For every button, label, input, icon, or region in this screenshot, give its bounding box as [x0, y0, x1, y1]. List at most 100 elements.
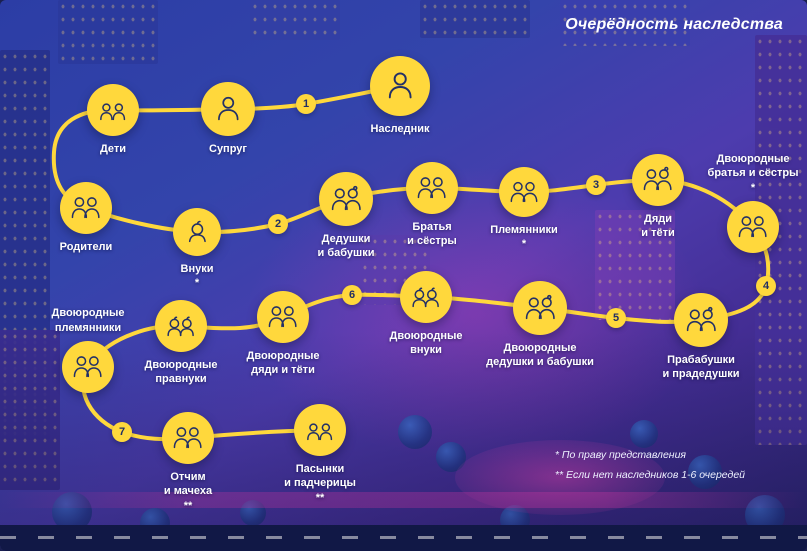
node-circle — [319, 172, 373, 226]
node-caption: Отчим и мачеха ** — [113, 470, 263, 513]
node-label: Наследник — [370, 123, 430, 135]
tree — [630, 420, 658, 448]
node-circle — [257, 291, 309, 343]
footnotes: * По праву представления ** Если нет нас… — [555, 446, 745, 486]
node-footnote-marker: * — [750, 181, 756, 194]
couple-icon — [266, 300, 299, 333]
node-label: Двоюродные племянники — [51, 307, 125, 334]
babies-icon — [409, 280, 442, 313]
node-caption: Двоюродные внуки — [351, 329, 501, 358]
node-caption: Дети — [38, 142, 188, 156]
queue-number: 3 — [592, 179, 600, 191]
node-caption: Внуки * — [122, 262, 272, 291]
node-label: Пасынки и падчерицы — [284, 463, 356, 490]
node-circle — [370, 56, 430, 116]
building — [58, 0, 158, 64]
queue-number: 6 — [348, 289, 356, 301]
node-caption: Пасынки и падчерицы ** — [245, 462, 395, 505]
page-title: Очерёдность наследства — [565, 16, 783, 33]
node-circle — [632, 154, 684, 206]
children-icon — [303, 413, 336, 446]
node-caption: Дяди и тёти — [583, 212, 733, 241]
node-circle — [294, 404, 346, 456]
queue-badge-3: 3 — [586, 175, 606, 195]
node-caption: Двоюродные дедушки и бабушки — [465, 341, 615, 370]
node-circle — [406, 162, 458, 214]
person-icon — [211, 92, 246, 127]
grandparents-icon — [641, 163, 674, 196]
road — [0, 525, 807, 551]
couple-icon — [71, 350, 104, 383]
node-caption: Прабабушки и прадедушки — [626, 353, 776, 382]
couple-icon — [171, 421, 204, 454]
queue-number: 5 — [612, 312, 620, 324]
node-circle — [173, 208, 221, 256]
building — [0, 330, 60, 490]
node-footnote-marker: * — [194, 277, 200, 290]
node-caption: Двоюродные братья и сёстры * — [678, 152, 807, 195]
queue-number: 1 — [302, 98, 310, 110]
node-caption: Родители — [11, 240, 161, 254]
queue-badge-1: 1 — [296, 94, 316, 114]
node-label: Супруг — [209, 143, 247, 155]
node-caption: Наследник — [325, 122, 475, 136]
couple-icon — [508, 176, 540, 208]
node-label: Родители — [59, 241, 113, 253]
queue-number: 7 — [118, 426, 126, 438]
node-footnote-marker: ** — [183, 499, 193, 512]
node-label: Прабабушки и прадедушки — [662, 354, 740, 381]
node-label: Дяди и тёти — [641, 213, 675, 240]
node-label: Двоюродные дедушки и бабушки — [486, 342, 594, 369]
node-footnote-marker: ** — [315, 491, 325, 504]
queue-badge-4: 4 — [756, 276, 776, 296]
couple-icon — [736, 210, 769, 243]
queue-badge-5: 5 — [606, 308, 626, 328]
building — [595, 210, 675, 320]
node-label: Дети — [99, 143, 127, 155]
grandparents-icon — [329, 182, 364, 217]
children-icon — [96, 93, 129, 126]
pond — [455, 440, 665, 515]
tree — [398, 415, 432, 449]
queue-badge-7: 7 — [112, 422, 132, 442]
node-label: Внуки — [180, 263, 214, 275]
node-label: Дедушки и бабушки — [317, 233, 375, 260]
node-caption: Супруг — [153, 142, 303, 156]
node-label: Племянники — [490, 224, 558, 236]
baby-icon — [182, 217, 213, 248]
node-circle — [513, 281, 567, 335]
node-label: Двоюродные внуки — [389, 330, 463, 357]
couple-icon — [69, 191, 102, 224]
node-circle — [727, 201, 779, 253]
node-label: Двоюродные братья и сёстры — [707, 153, 799, 180]
road-center-line — [0, 536, 807, 539]
node-circle — [162, 412, 214, 464]
footnote-no-heirs: ** Если нет наследников 1-6 очередей — [554, 468, 745, 481]
building — [250, 0, 340, 40]
node-circle — [87, 84, 139, 136]
node-circle — [499, 167, 549, 217]
node-caption: Дедушки и бабушки — [271, 232, 421, 261]
grandparents-icon — [684, 303, 719, 338]
tree — [688, 455, 722, 489]
person-icon — [381, 67, 419, 105]
node-label: Братья и сёстры — [407, 221, 457, 248]
queue-badge-6: 6 — [342, 285, 362, 305]
node-caption: Двоюродные дяди и тёти — [208, 349, 358, 378]
node-circle — [155, 300, 207, 352]
node-circle — [201, 82, 255, 136]
babies-icon — [164, 309, 197, 342]
node-circle — [400, 271, 452, 323]
tree — [240, 500, 266, 526]
queue-number: 4 — [762, 280, 770, 292]
node-circle — [60, 182, 112, 234]
node-footnote-marker: * — [521, 238, 527, 251]
node-caption: Двоюродные правнуки — [106, 358, 256, 387]
grandparents-icon — [523, 291, 558, 326]
queue-badge-2: 2 — [268, 214, 288, 234]
node-caption: Братья и сёстры — [357, 220, 507, 249]
node-circle — [62, 341, 114, 393]
